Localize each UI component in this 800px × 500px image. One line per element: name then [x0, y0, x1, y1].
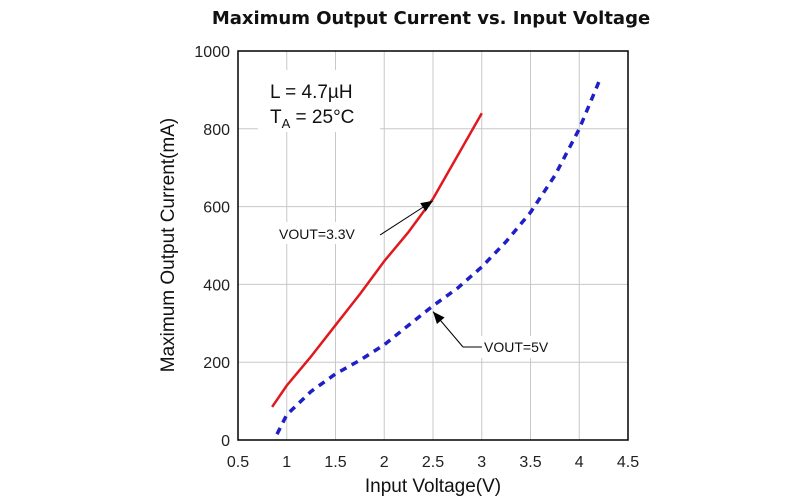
annotation-5v-background — [478, 336, 560, 358]
y-tick-label: 0 — [221, 433, 230, 450]
y-tick-label: 1000 — [194, 44, 230, 61]
y-tick-labels: 0 200 400 600 800 1000 — [194, 44, 230, 450]
inductor-label: L = 4.7µH — [270, 82, 353, 103]
annotation-vout-3v3: VOUT=3.3V — [279, 226, 356, 242]
temperature-value: = 25°C — [290, 107, 354, 128]
params-box-background — [258, 70, 380, 132]
series-layer — [271, 81, 601, 435]
annotation-vout-5v: VOUT=5V — [484, 339, 549, 355]
x-tick-label: 0.5 — [227, 454, 249, 471]
annotation-3v3-background — [272, 222, 376, 244]
series-line-vout-3v3 — [271, 112, 483, 408]
x-tick-label: 3.5 — [519, 454, 541, 471]
temperature-prefix: T — [270, 107, 282, 128]
x-tick-labels: 0.5 1 1.5 2 2.5 3 3.5 4 4.5 — [227, 454, 639, 471]
x-tick-label: 1 — [282, 454, 291, 471]
temperature-subscript: A — [282, 116, 291, 131]
x-tick-label: 2 — [380, 454, 389, 471]
arrow-head — [420, 200, 433, 212]
y-tick-label: 600 — [203, 200, 230, 217]
x-tick-label: 4 — [575, 454, 584, 471]
chart-title: Maximum Output Current vs. Input Voltage — [212, 8, 650, 29]
y-axis-label: Maximum Output Current(mA) — [158, 118, 179, 372]
x-axis-label: Input Voltage(V) — [365, 476, 501, 497]
x-tick-label: 4.5 — [617, 454, 639, 471]
annotation-3v3-arrow — [379, 200, 434, 236]
x-tick-label: 3 — [477, 454, 486, 471]
y-tick-label: 800 — [203, 122, 230, 139]
y-tick-label: 200 — [203, 355, 230, 372]
plot-frame — [237, 50, 629, 441]
x-tick-label: 1.5 — [324, 454, 346, 471]
temperature-label: TA = 25°C — [270, 107, 354, 131]
y-tick-label: 400 — [203, 277, 230, 294]
x-tick-label: 2.5 — [422, 454, 444, 471]
arrow-head — [433, 311, 445, 325]
annotation-5v-arrow — [432, 311, 482, 348]
series-line-vout-5v — [275, 81, 601, 435]
